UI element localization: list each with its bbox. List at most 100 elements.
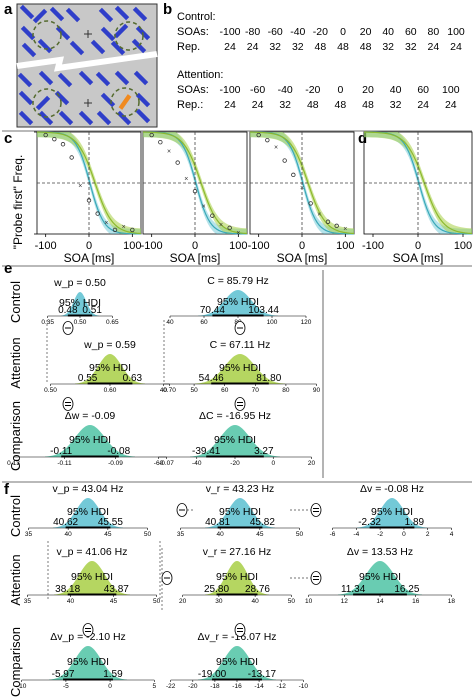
psychometric-panel: × × × -100 0 100 SOA [ms] bbox=[34, 131, 142, 265]
panel-label-e: e bbox=[4, 260, 12, 277]
axis-tick-label: 50 bbox=[288, 598, 296, 605]
x-tick-label: 0 bbox=[415, 240, 421, 252]
table-cell: -20 bbox=[305, 84, 320, 96]
equals-icon bbox=[310, 571, 322, 585]
axis-tick-label: -20 bbox=[188, 683, 198, 690]
axis-tick-label: 40 bbox=[166, 319, 174, 326]
oriented-bar bbox=[18, 110, 34, 126]
table-cell: 24 bbox=[224, 99, 236, 111]
table-cell: 24 bbox=[450, 41, 462, 53]
axis-tick-label: 80 bbox=[282, 387, 290, 394]
posterior-density bbox=[190, 425, 280, 457]
posterior-mean: C = 67.11 Hz bbox=[210, 339, 271, 351]
stimulus-panel bbox=[16, 3, 158, 128]
axis-tick-label: -6 bbox=[330, 531, 336, 538]
axis-tick-label: -12 bbox=[276, 683, 286, 690]
attention-rep-label: Rep.: bbox=[177, 99, 203, 111]
axis-tick-label: -22 bbox=[166, 683, 176, 690]
oriented-bar bbox=[69, 40, 85, 56]
axis-tick-label: 0.50 bbox=[74, 319, 87, 326]
equals-icon bbox=[82, 623, 94, 637]
attention-soas-label: SOAs: bbox=[177, 84, 209, 96]
x-tick-label: 0 bbox=[86, 240, 92, 252]
data-point-control bbox=[334, 223, 339, 229]
panel-label-b: b bbox=[163, 1, 172, 18]
oriented-bar bbox=[32, 8, 48, 24]
posterior-density bbox=[205, 498, 275, 528]
axis-tick-label: -20 bbox=[230, 460, 240, 467]
hdi-lower: 11.34 bbox=[341, 584, 366, 595]
axis-tick-label: 0.35 bbox=[41, 319, 54, 326]
axis-tick-label: -0.07 bbox=[159, 460, 174, 467]
data-point-control bbox=[210, 213, 215, 218]
axis-tick-label: 40 bbox=[67, 598, 75, 605]
data-point-control bbox=[95, 211, 100, 216]
attention-soa-values: -100 -60 -40 -20 0 20 40 60 100 bbox=[219, 84, 459, 96]
x-tick-label: 100 bbox=[454, 240, 472, 252]
oriented-bar bbox=[65, 7, 81, 23]
data-point-control bbox=[291, 172, 296, 178]
psychometric-panel: -100 0 100 SOA [ms] bbox=[362, 131, 473, 265]
hdi-upper: 0.63 bbox=[123, 373, 143, 384]
table-cell: 48 bbox=[307, 99, 319, 111]
axis-tick-label: 90 bbox=[313, 387, 321, 394]
hdi-upper: 16.25 bbox=[394, 584, 419, 595]
posterior-density bbox=[338, 561, 422, 595]
table-cell: 32 bbox=[279, 99, 291, 111]
equals-icon bbox=[310, 503, 322, 517]
minus-icon bbox=[161, 571, 173, 585]
axis-tick-label: 35 bbox=[177, 531, 185, 538]
minus-icon bbox=[62, 321, 74, 335]
hdi-label: 95% HDI bbox=[71, 571, 113, 583]
equals-icon-circle bbox=[234, 623, 246, 637]
axis-tick-label: 20 bbox=[308, 460, 316, 467]
equals-icon-circle bbox=[234, 397, 246, 411]
hdi-lower: 40.62 bbox=[53, 517, 78, 528]
hdi-label: 95% HDI bbox=[67, 506, 109, 518]
hdi-lower: -5.97 bbox=[52, 669, 75, 680]
oriented-bar bbox=[133, 70, 149, 86]
hdi-label: 95% HDI bbox=[216, 571, 258, 583]
posterior-density bbox=[53, 498, 123, 528]
x-tick-label: -100 bbox=[35, 240, 57, 252]
equals-icon bbox=[62, 397, 74, 411]
oriented-bar bbox=[114, 70, 130, 86]
posterior-density bbox=[357, 498, 427, 528]
data-point-control bbox=[308, 201, 313, 206]
panel-label-d: d bbox=[358, 130, 367, 147]
c-ylabel: "Probe first" Freq. bbox=[11, 155, 25, 250]
table-cell: -40 bbox=[278, 84, 293, 96]
posterior-mean: v_p = 41.06 Hz bbox=[57, 546, 128, 558]
posterior-mean: C = 85.79 Hz bbox=[207, 275, 269, 287]
cue-circles bbox=[32, 20, 144, 118]
posterior-mean: v_p = 43.04 Hz bbox=[53, 483, 124, 495]
axis-tick-label: 14 bbox=[376, 598, 384, 605]
table-cell: 32 bbox=[405, 41, 417, 53]
axis-tick-label: 50 bbox=[144, 531, 152, 538]
posterior-mean: v_r = 27.16 Hz bbox=[203, 546, 272, 558]
axis-tick-label: 50 bbox=[153, 598, 161, 605]
hdi-lower: 70.44 bbox=[200, 305, 225, 316]
hdi-label: 95% HDI bbox=[219, 506, 261, 518]
axis-tick-label: 35 bbox=[24, 598, 32, 605]
row-label-attention-e: Attention bbox=[8, 337, 23, 388]
table-cell: 40 bbox=[382, 26, 394, 38]
oriented-bar bbox=[100, 26, 116, 42]
axis-tick-label: 40 bbox=[160, 387, 168, 394]
posterior-mean: Δv = 13.53 Hz bbox=[347, 546, 413, 558]
panel-label-f: f bbox=[4, 481, 10, 498]
attention-rep-values: 24 24 32 48 48 48 32 24 24 bbox=[224, 99, 457, 111]
posterior-mean: Δv = -0.08 Hz bbox=[360, 483, 424, 495]
posterior-plot: -10 -5 0 5 Δv_p = -2.10 Hz 95% HDI-5.97 1.59 bbox=[17, 631, 156, 690]
table-cell: 20 bbox=[362, 84, 374, 96]
equals-icon-circle bbox=[62, 397, 74, 411]
x-tick-label: -100 bbox=[141, 240, 163, 252]
data-point-control bbox=[192, 188, 198, 194]
attention-curve bbox=[363, 131, 473, 235]
oriented-bar bbox=[37, 38, 53, 54]
table-cell: 40 bbox=[390, 84, 402, 96]
